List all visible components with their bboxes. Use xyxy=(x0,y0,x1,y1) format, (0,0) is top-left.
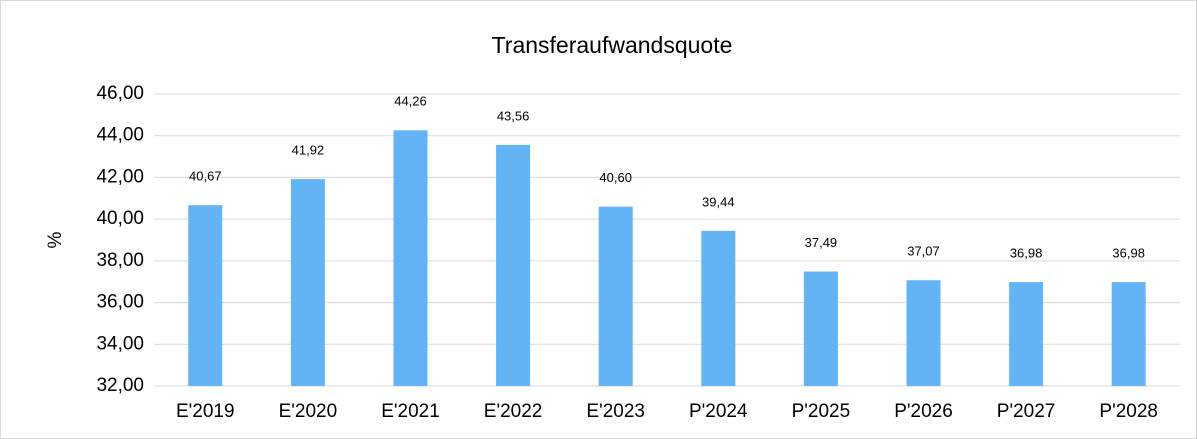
y-tick-label: 46,00 xyxy=(96,83,144,104)
x-tick-label: E'2019 xyxy=(176,401,235,422)
x-tick-label: E'2023 xyxy=(586,401,645,422)
bar xyxy=(188,205,223,386)
data-label: 36,98 xyxy=(1010,246,1043,261)
x-tick-label: E'2021 xyxy=(381,401,440,422)
data-label: 41,92 xyxy=(292,143,325,158)
bar xyxy=(1009,282,1044,386)
x-tick-label: E'2020 xyxy=(279,401,338,422)
y-tick-label: 44,00 xyxy=(96,125,144,146)
x-tick-label: E'2022 xyxy=(484,401,543,422)
bar xyxy=(496,144,531,386)
x-tick-label: P'2028 xyxy=(1099,401,1158,422)
chart-title: Transferaufwandsquote xyxy=(492,32,733,58)
data-label: 44,26 xyxy=(394,94,427,109)
y-tick-label: 42,00 xyxy=(96,166,144,187)
y-axis-label: % xyxy=(45,231,66,248)
bar xyxy=(701,230,736,386)
bar xyxy=(290,179,325,386)
bar xyxy=(393,130,428,386)
data-label: 37,07 xyxy=(907,244,940,259)
x-tick-label: P'2024 xyxy=(689,401,748,422)
data-label: 37,49 xyxy=(805,235,838,250)
data-label: 36,98 xyxy=(1112,246,1145,261)
x-tick-label: P'2027 xyxy=(997,401,1056,422)
y-tick-label: 40,00 xyxy=(96,208,144,229)
data-label: 40,60 xyxy=(599,170,632,185)
x-tick-label: P'2026 xyxy=(894,401,953,422)
y-tick-label: 38,00 xyxy=(96,250,144,271)
bar xyxy=(906,280,941,386)
y-tick-label: 34,00 xyxy=(96,333,144,354)
x-tick-label: P'2025 xyxy=(792,401,851,422)
data-label: 43,56 xyxy=(497,108,530,123)
bar xyxy=(1111,282,1146,386)
y-tick-label: 32,00 xyxy=(96,375,144,396)
bar xyxy=(803,271,838,386)
data-label: 39,44 xyxy=(702,194,735,209)
y-tick-label: 36,00 xyxy=(96,292,144,313)
data-label: 40,67 xyxy=(189,169,222,184)
bar xyxy=(598,206,633,386)
